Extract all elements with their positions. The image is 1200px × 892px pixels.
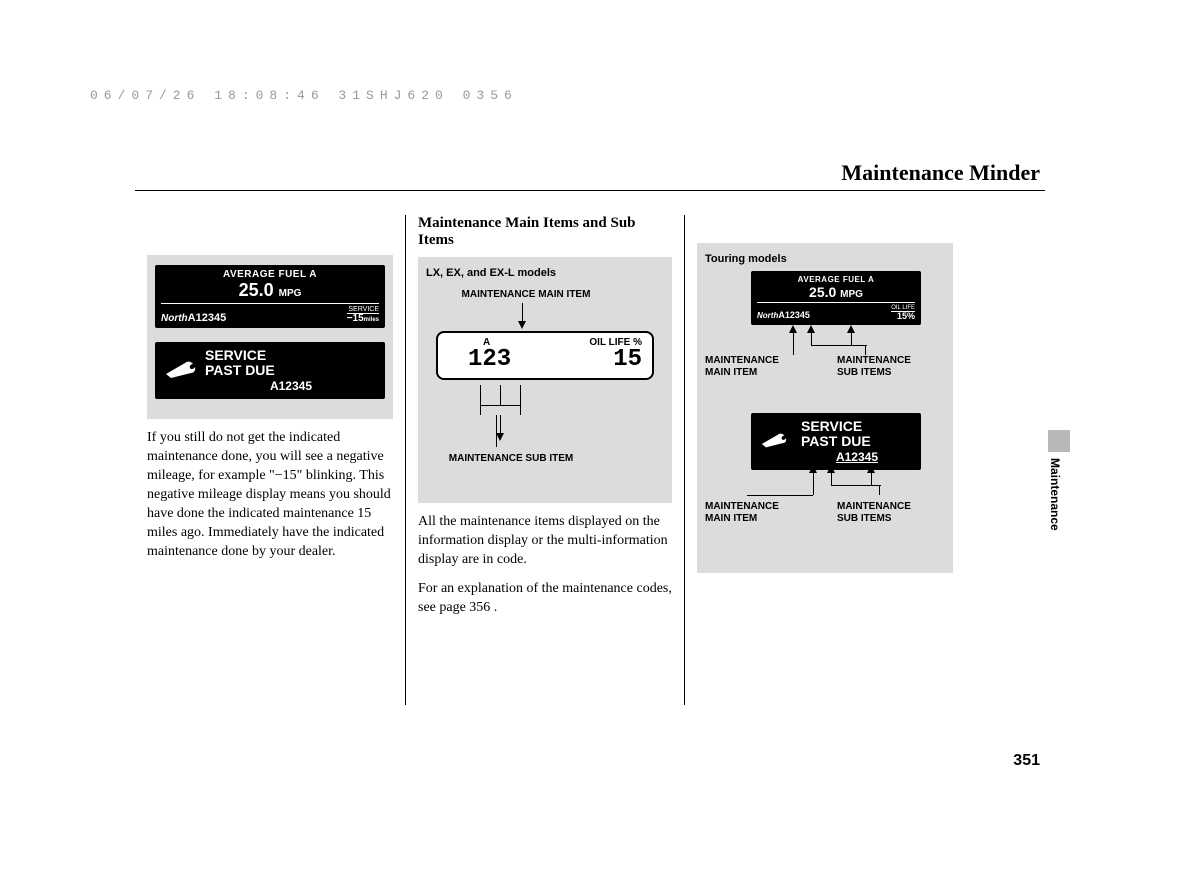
callout-sub-item: MAINTENANCE SUB ITEM: [426, 453, 596, 465]
col2-body2: For an explanation of the maintenance co…: [418, 580, 672, 618]
sub-line-3: [520, 385, 521, 415]
t-svc-due-text: SERVICE PAST DUE A12345: [801, 419, 913, 464]
content-columns: AVERAGE FUEL A 25.0 MPG NorthA12345 SERV…: [135, 215, 965, 705]
col2-gray-box: LX, EX, and EX-L models MAINTENANCE MAIN…: [418, 257, 672, 503]
fuel-unit: MPG: [279, 288, 302, 299]
t2-callout-sub: MAINTENANCESUB ITEMS: [837, 501, 937, 524]
t2-main-hline: [747, 495, 813, 496]
lcd-val-right: 15: [613, 348, 642, 372]
header-stamp: 06/07/26 18:08:46 31SHJ620 0356: [90, 88, 518, 103]
t2-sub-a1: [827, 465, 835, 485]
col2-heading: Maintenance Main Items and Sub Items: [418, 215, 672, 249]
column-3: Touring models AVERAGE FUEL A 25.0 MPG N…: [685, 215, 965, 705]
t-fuel-value: 25.0 MPG: [757, 284, 915, 300]
service-mileage: SERVICE −15miles: [347, 306, 379, 324]
side-tab: Maintenance: [1048, 430, 1070, 530]
t1-main-arrow: [789, 325, 797, 355]
avg-fuel-value: 25.0 MPG: [161, 280, 379, 301]
svc-unit: miles: [364, 317, 379, 323]
page-number: 351: [1013, 752, 1040, 770]
service-due-text: SERVICE PAST DUE A12345: [205, 348, 377, 393]
svc-due-line2: PAST DUE: [205, 363, 377, 378]
col3-model-label: Touring models: [705, 253, 945, 265]
t-svc-value: 15%: [891, 312, 915, 321]
t1-callout-sub: MAINTENANCESUB ITEMS: [837, 355, 937, 378]
service-past-due-display: SERVICE PAST DUE A12345: [155, 342, 385, 399]
side-tab-bar: [1048, 430, 1070, 452]
callout-main-item: MAINTENANCE MAIN ITEM: [446, 289, 606, 301]
t-fuel-label: AVERAGE FUEL A: [757, 275, 915, 284]
t-fuel-num: 25.0: [809, 284, 836, 300]
t1-callout-main: MAINTENANCEMAIN ITEM: [705, 355, 795, 378]
t2-sub-hline: [831, 485, 881, 486]
sub-vline-down: [496, 415, 497, 447]
fuel-num: 25.0: [239, 280, 274, 300]
lcd-display: A OIL LIFE % 123 15: [436, 331, 654, 380]
t-north: North: [757, 311, 778, 320]
t1-sub-a2: [847, 325, 855, 345]
wrench-icon: [163, 356, 205, 385]
svc-value: −15: [347, 313, 364, 324]
t1-sub-a1: [807, 325, 815, 345]
svc-due-line1: SERVICE: [205, 348, 377, 363]
maint-code: A12345: [188, 312, 227, 324]
t-svc-code: A12345: [801, 450, 913, 464]
svc-due-code: A12345: [205, 379, 377, 393]
t-north-code: NorthA12345: [757, 310, 810, 321]
t-svc-l2: PAST DUE: [801, 434, 913, 449]
side-tab-label: Maintenance: [1048, 458, 1062, 531]
sub-hline: [480, 405, 520, 406]
touring-fuel-display: AVERAGE FUEL A 25.0 MPG NorthA12345 OIL …: [751, 271, 921, 325]
t2-sub-vline: [879, 485, 880, 495]
avg-fuel-display: AVERAGE FUEL A 25.0 MPG NorthA12345 SERV…: [155, 265, 385, 328]
t2-main-arrow: [809, 465, 817, 495]
t-fuel-unit: MPG: [840, 289, 863, 300]
t-divider: [757, 302, 915, 303]
touring-service-due: SERVICE PAST DUE A12345: [751, 413, 921, 470]
col2-body1: All the maintenance items displayed on t…: [418, 513, 672, 570]
t2-sub-a2: [867, 465, 875, 485]
arrow-main: [518, 303, 526, 329]
column-2: Maintenance Main Items and Sub Items LX,…: [405, 215, 685, 705]
display-row3: NorthA12345 SERVICE −15miles: [161, 306, 379, 324]
north-label: North: [161, 313, 188, 324]
title-rule: [135, 190, 1045, 191]
avg-fuel-label: AVERAGE FUEL A: [161, 269, 379, 280]
north-code: NorthA12345: [161, 312, 226, 324]
sub-line-1: [480, 385, 481, 415]
col1-gray-box: AVERAGE FUEL A 25.0 MPG NorthA12345 SERV…: [147, 255, 393, 419]
t-row3: NorthA12345 OIL LIFE 15%: [757, 305, 915, 321]
t-wrench-icon: [759, 429, 801, 454]
lcd-bot-row: 123 15: [448, 348, 642, 372]
column-1: AVERAGE FUEL A 25.0 MPG NorthA12345 SERV…: [135, 215, 405, 705]
lcd-val-left: 123: [468, 348, 511, 372]
page-title: Maintenance Minder: [841, 160, 1040, 186]
t-oil-life: OIL LIFE 15%: [891, 305, 915, 321]
col2-model-label: LX, EX, and EX-L models: [426, 267, 664, 279]
t-svc-l1: SERVICE: [801, 419, 913, 434]
t1-sub-hline: [811, 345, 867, 346]
arrow-sub: [496, 415, 504, 441]
t1-sub-vline: [865, 345, 866, 355]
col3-gray-box: Touring models AVERAGE FUEL A 25.0 MPG N…: [697, 243, 953, 573]
svc-value-line: −15miles: [347, 314, 379, 324]
t-code: A12345: [778, 310, 810, 320]
display-divider: [161, 303, 379, 304]
t2-callout-main: MAINTENANCEMAIN ITEM: [705, 501, 795, 524]
col2-diagram: MAINTENANCE MAIN ITEM A OIL LIFE % 123 1…: [426, 283, 664, 493]
col1-body: If you still do not get the indicated ma…: [147, 429, 393, 561]
sub-line-2: [500, 385, 501, 405]
